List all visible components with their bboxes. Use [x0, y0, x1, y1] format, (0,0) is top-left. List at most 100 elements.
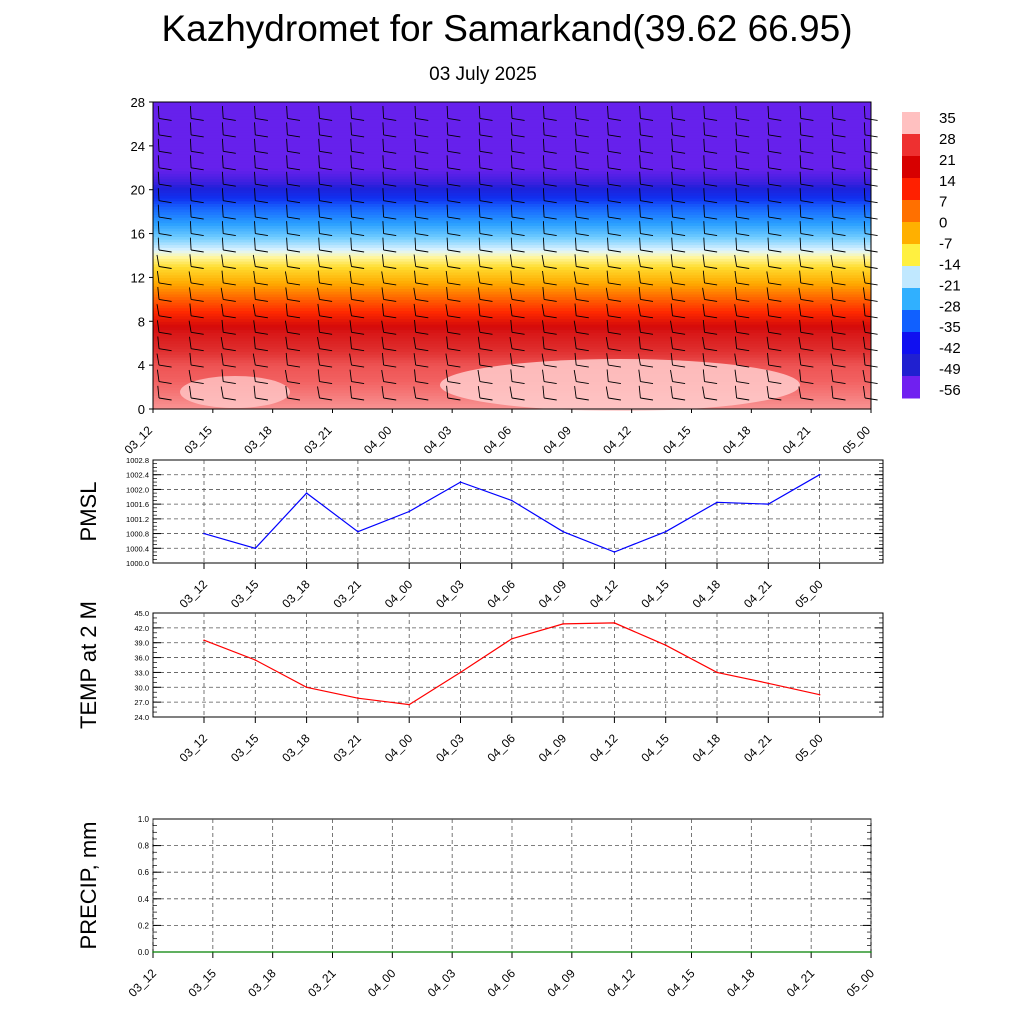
- ytick-label: 0.0: [138, 948, 150, 957]
- data-point: [511, 637, 513, 640]
- xtick-label: 03_21: [331, 731, 365, 765]
- colorbar-label: 21: [939, 152, 956, 169]
- data-point: [331, 951, 334, 953]
- xtick-label: 04_21: [741, 731, 775, 765]
- heatmap-ytick-label: 24: [131, 139, 145, 154]
- data-point: [613, 551, 616, 553]
- xtick-label: 04_00: [365, 966, 399, 1000]
- data-point: [767, 682, 770, 685]
- xtick-label: 03_12: [126, 966, 160, 1000]
- panel-2: 03_12 03_15 03_18 03_21 04_00 04_03 04_06 04_09…: [76, 601, 884, 765]
- panel-frame: [152, 612, 884, 718]
- data-point: [459, 481, 462, 483]
- colorbar-segment: [902, 354, 920, 377]
- colorbar-segment: [902, 112, 920, 135]
- data-point: [613, 622, 616, 624]
- heatmap-ytick-label: 20: [131, 183, 145, 198]
- colorbar-label: 14: [939, 173, 956, 190]
- heatmap-xtick-label: 04_18: [720, 423, 754, 457]
- data-point: [767, 503, 770, 505]
- data-point: [690, 951, 693, 953]
- ytick-label: 1.0: [138, 815, 150, 824]
- ytick-label: 1002.8: [126, 456, 149, 465]
- xtick-label: 05_00: [844, 966, 878, 1000]
- ytick-label: 1000.8: [126, 530, 149, 539]
- xtick-label: 03_21: [331, 577, 365, 611]
- xtick-label: 05_00: [792, 731, 826, 765]
- colorbar-label: -35: [939, 319, 961, 336]
- xtick-label: 03_15: [228, 577, 262, 611]
- ytick-label: 0.8: [138, 842, 150, 851]
- colorbar-label: -28: [939, 298, 961, 315]
- ytick-label: 0.2: [138, 921, 150, 930]
- data-point: [459, 671, 462, 674]
- xtick-label: 04_00: [382, 731, 416, 765]
- xtick-label: 04_15: [664, 966, 698, 1000]
- data-point: [203, 532, 205, 535]
- xtick-label: 03_21: [305, 966, 339, 1000]
- heatmap-warm-area: [180, 376, 290, 408]
- colorbar-label: -7: [939, 236, 952, 253]
- data-point: [357, 697, 359, 699]
- data-point: [562, 623, 564, 625]
- data-point: [870, 951, 872, 953]
- panel-frame: [152, 459, 884, 564]
- ytick-label: 1002.0: [126, 485, 149, 494]
- data-point: [254, 659, 257, 661]
- data-point: [212, 951, 214, 953]
- xtick-label: 04_15: [638, 731, 672, 765]
- xtick-label: 04_21: [784, 966, 818, 1000]
- colorbar-label: 35: [939, 110, 956, 127]
- colorbar-segment: [902, 244, 920, 267]
- colorbar-segment: [902, 222, 920, 245]
- xtick-label: 04_12: [587, 731, 621, 765]
- ytick-label: 39.0: [134, 639, 149, 648]
- heatmap-xtick-label: 03_12: [122, 423, 156, 457]
- heatmap-ytick-label: 16: [131, 227, 145, 242]
- xtick-label: 04_15: [638, 577, 672, 611]
- heatmap-xtick-label: 04_15: [660, 423, 694, 457]
- ytick-label: 1001.6: [126, 500, 149, 509]
- colorbar-segment: [902, 156, 920, 179]
- ytick-label: 33.0: [134, 668, 149, 677]
- ytick-label: 1001.2: [126, 515, 149, 524]
- xtick-label: 03_15: [228, 731, 262, 765]
- panel-3: 03_12 03_15 03_18 03_21 04_00 04_03 04_06 04_09…: [76, 815, 877, 1000]
- ytick-label: 45.0: [134, 609, 149, 618]
- xtick-label: 03_12: [177, 577, 211, 611]
- heatmap-xtick-label: 03_21: [301, 423, 335, 457]
- xtick-label: 03_12: [177, 731, 211, 765]
- xtick-label: 03_18: [279, 577, 313, 611]
- colorbar-segment: [902, 310, 920, 333]
- heatmap-ytick-label: 28: [131, 95, 145, 110]
- colorbar-label: 0: [939, 215, 947, 232]
- chart-subtitle: 03 July 2025: [429, 64, 537, 85]
- heatmap-xtick-label: 04_06: [481, 423, 515, 457]
- colorbar-segment: [902, 200, 920, 223]
- colorbar-label: -49: [939, 361, 961, 378]
- heatmap-xtick-label: 04_21: [780, 423, 814, 457]
- colorbar-label: -14: [939, 256, 961, 273]
- data-point: [271, 951, 274, 953]
- ytick-label: 24.0: [134, 713, 149, 722]
- xtick-label: 04_09: [536, 731, 570, 765]
- data-point: [305, 492, 308, 494]
- data-point: [152, 951, 154, 953]
- xtick-label: 04_09: [544, 966, 578, 1000]
- data-point: [571, 951, 573, 953]
- heatmap-xtick-label: 03_15: [181, 423, 215, 457]
- data-point: [818, 473, 821, 476]
- wind-barbs: [156, 105, 878, 401]
- data-point: [254, 547, 257, 550]
- data-point: [750, 951, 753, 953]
- colorbar-label: 28: [939, 131, 956, 148]
- xtick-label: 04_00: [382, 577, 416, 611]
- xtick-label: 03_18: [279, 731, 313, 765]
- data-point: [664, 644, 667, 646]
- colorbar-segment: [902, 266, 920, 289]
- data-point: [305, 686, 308, 689]
- xtick-label: 04_03: [433, 731, 467, 765]
- data-point: [562, 530, 564, 533]
- heatmap-xtick-label: 04_12: [600, 423, 634, 457]
